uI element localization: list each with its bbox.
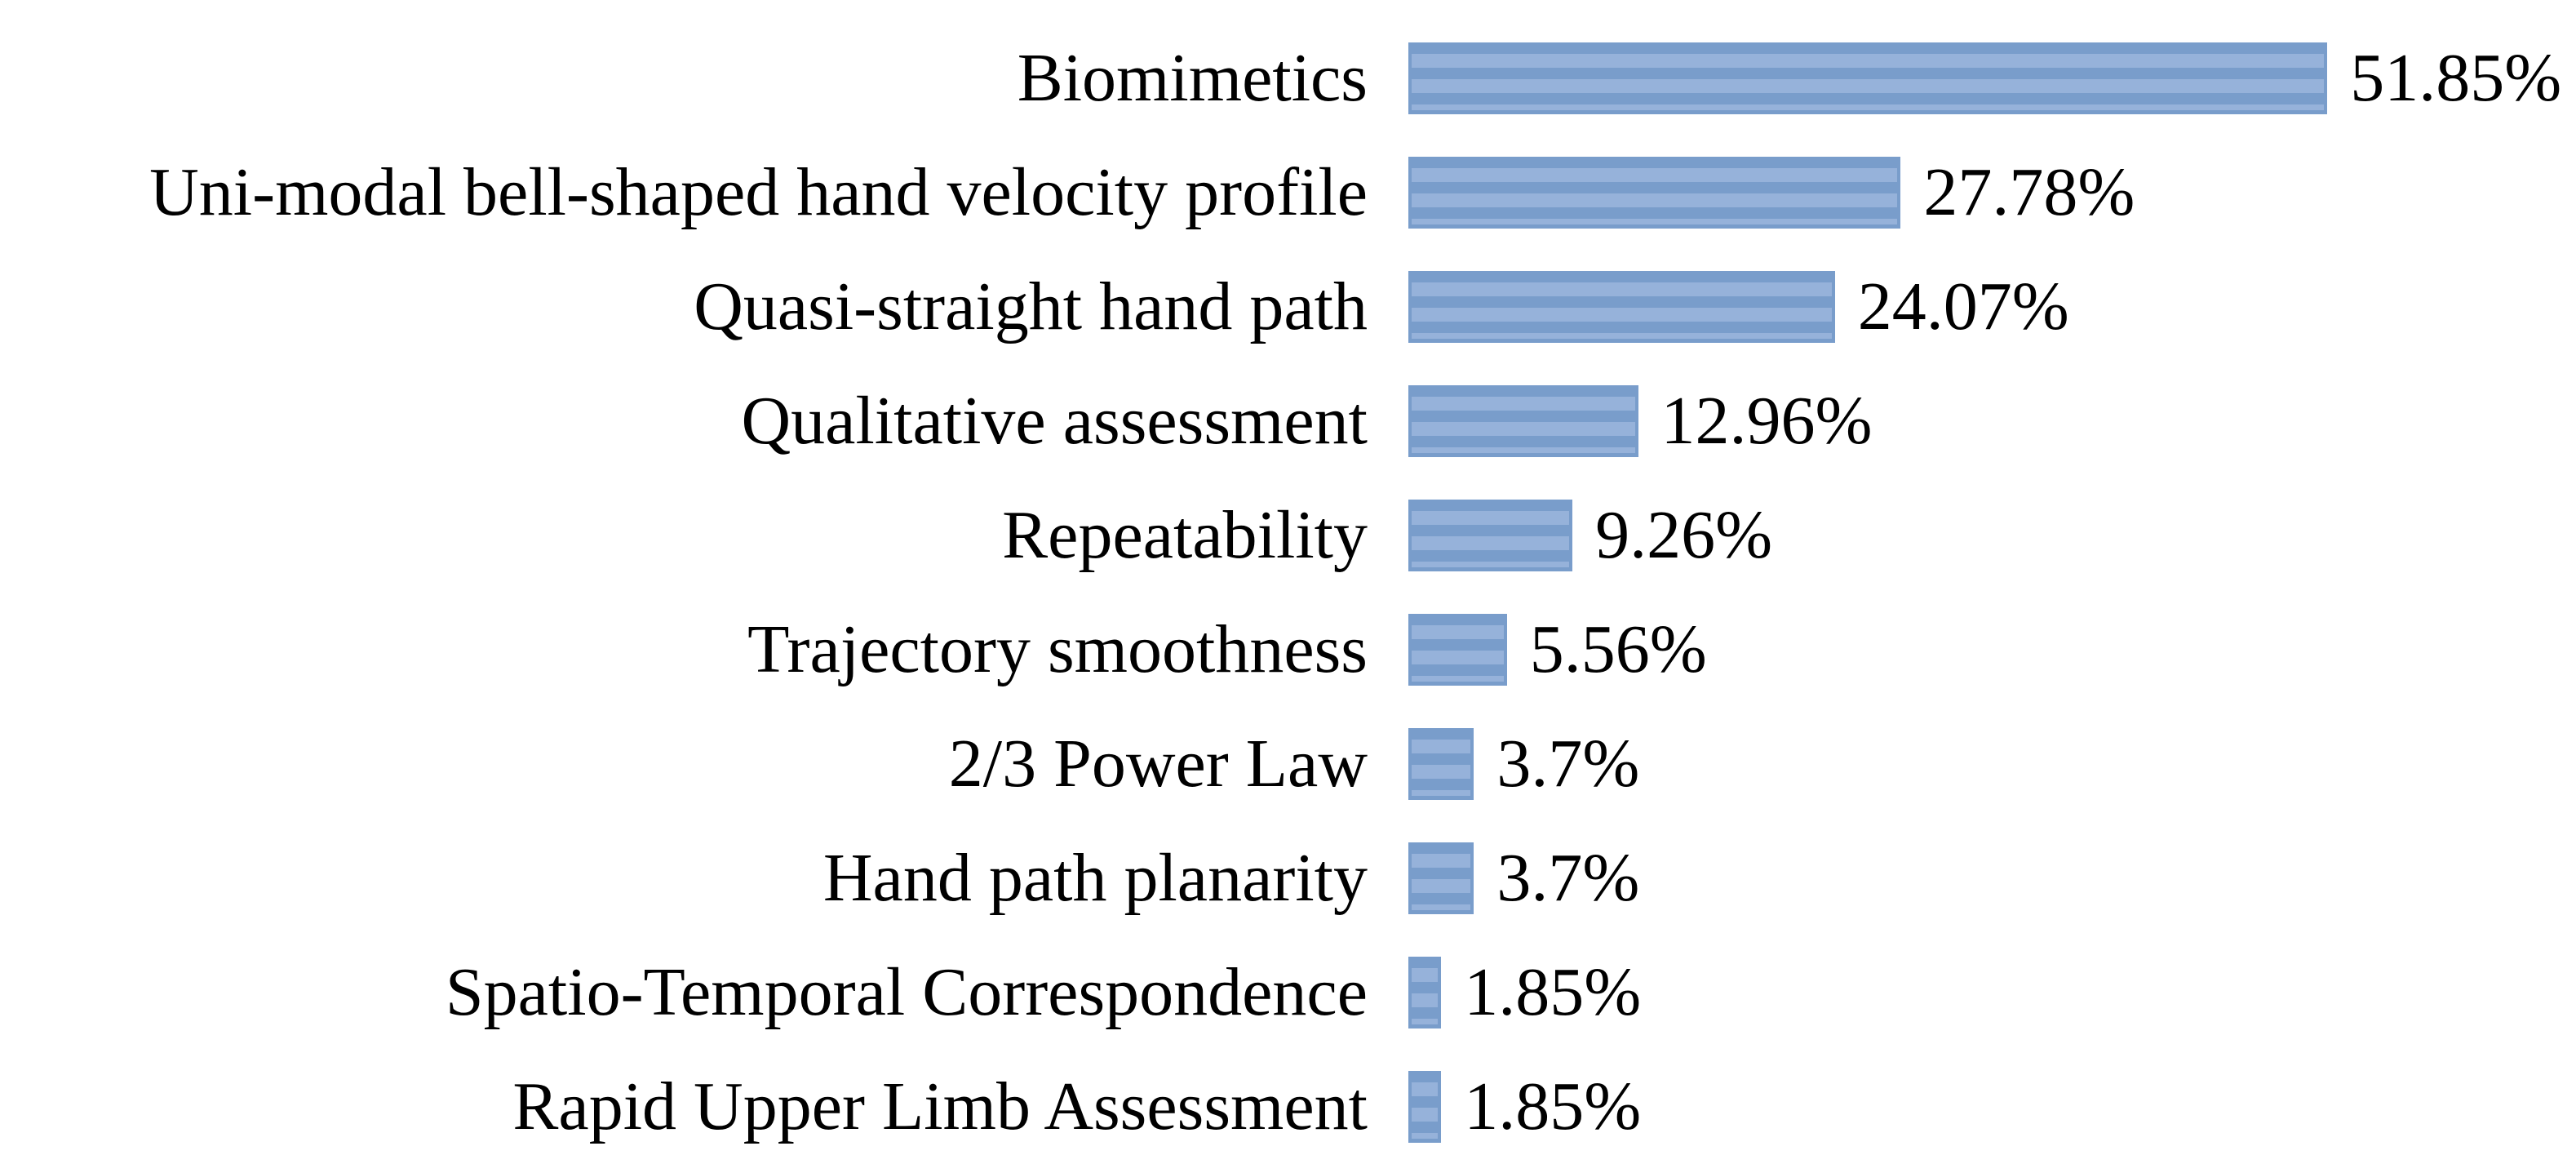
value-label: 1.85% [1464, 954, 1642, 1030]
chart-row: Uni-modal bell-shaped hand velocity prof… [0, 136, 2576, 250]
category-label: Hand path planarity [822, 840, 1368, 916]
value-label: 3.7% [1496, 840, 1640, 916]
bar [1408, 957, 1442, 1028]
chart-row: Hand path planarity 3.7% [0, 821, 2576, 935]
category-label: Uni-modal bell-shaped hand velocity prof… [149, 154, 1368, 230]
value-label: 1.85% [1464, 1068, 1642, 1144]
value-label: 27.78% [1923, 154, 2135, 230]
value-label: 12.96% [1660, 383, 1873, 459]
chart-row: Biomimetics 51.85% [0, 21, 2576, 136]
bar [1408, 728, 1474, 800]
chart-row: 2/3 Power Law 3.7% [0, 707, 2576, 821]
chart-row: Repeatability 9.26% [0, 478, 2576, 593]
category-label: Repeatability [1002, 497, 1368, 573]
bar [1408, 157, 1901, 229]
bar [1408, 500, 1573, 571]
chart-row: Qualitative assessment 12.96% [0, 364, 2576, 478]
chart-rows: Biomimetics 51.85% Uni-modal bell-shaped… [0, 21, 2576, 1164]
category-label: Biomimetics [1017, 40, 1368, 116]
value-label: 5.56% [1529, 611, 1707, 687]
bar [1408, 842, 1474, 914]
value-label: 3.7% [1496, 726, 1640, 802]
bar [1408, 271, 1835, 343]
category-label: Trajectory smoothness [747, 611, 1368, 687]
chart-row: Quasi-straight hand path 24.07% [0, 250, 2576, 364]
value-label: 51.85% [2350, 40, 2562, 116]
category-label: Spatio-Temporal Correspondence [445, 954, 1368, 1030]
bar [1408, 385, 1638, 457]
value-label: 9.26% [1595, 497, 1773, 573]
category-label: Quasi-straight hand path [694, 269, 1368, 344]
chart-row: Trajectory smoothness 5.56% [0, 593, 2576, 707]
bar [1408, 614, 1507, 686]
chart-row: Rapid Upper Limb Assessment 1.85% [0, 1050, 2576, 1164]
bar [1408, 1071, 1442, 1143]
category-label: 2/3 Power Law [948, 726, 1368, 802]
chart-row: Spatio-Temporal Correspondence 1.85% [0, 935, 2576, 1050]
category-label: Rapid Upper Limb Assessment [512, 1068, 1368, 1144]
bar [1408, 42, 2328, 114]
value-label: 24.07% [1857, 269, 2069, 344]
category-label: Qualitative assessment [741, 383, 1368, 459]
